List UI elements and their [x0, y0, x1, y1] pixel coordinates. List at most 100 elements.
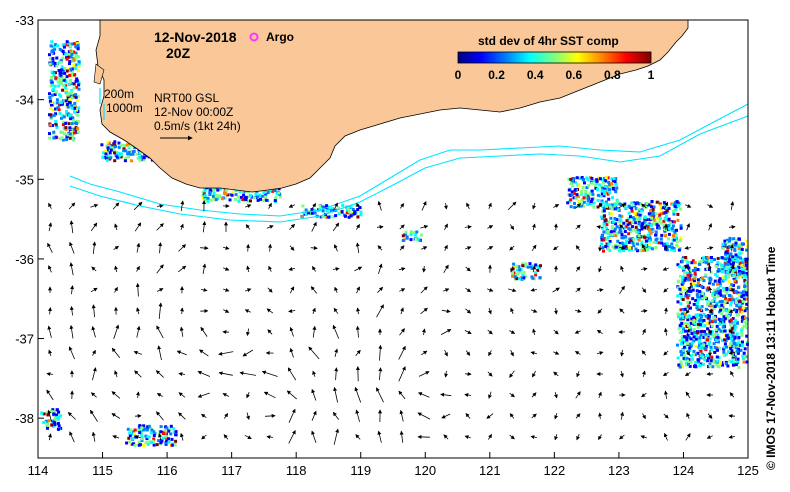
- current-vector-arrow: [509, 330, 516, 334]
- sst-cell: [100, 143, 104, 147]
- sst-cell: [710, 355, 714, 359]
- sst-cell: [717, 340, 720, 344]
- colorbar-tick-label: 1: [648, 68, 655, 82]
- sst-cell: [696, 358, 700, 362]
- sst-cell: [686, 296, 690, 300]
- sst-cell: [700, 296, 704, 300]
- sst-cell: [164, 434, 168, 438]
- sst-cell: [695, 293, 699, 297]
- sst-cell: [689, 319, 693, 323]
- current-vector-arrow: [618, 246, 626, 250]
- sst-cell: [692, 349, 696, 353]
- sst-cell: [104, 156, 108, 160]
- sst-cell: [214, 194, 218, 198]
- sst-cell: [720, 318, 724, 321]
- sst-cell: [697, 262, 701, 266]
- sst-cell: [238, 197, 242, 201]
- current-vector-arrow: [532, 370, 536, 378]
- sst-cell: [76, 94, 80, 98]
- sst-cell: [725, 301, 729, 304]
- sst-cell: [72, 58, 76, 62]
- current-vector-arrow: [730, 201, 735, 211]
- sst-cell: [686, 359, 690, 363]
- sst-cell: [650, 247, 654, 251]
- sst-cell: [702, 279, 706, 283]
- sst-cell: [616, 208, 620, 212]
- sst-cell: [648, 239, 652, 243]
- current-vector-arrow: [222, 393, 230, 397]
- sst-cell: [649, 209, 653, 213]
- sst-cell: [59, 60, 63, 64]
- current-vector-arrow: [441, 413, 451, 419]
- sst-cell: [697, 360, 701, 364]
- sst-cell: [48, 96, 52, 99]
- sst-cell: [721, 270, 724, 273]
- sst-cell: [717, 356, 721, 359]
- sst-cell: [732, 283, 735, 287]
- sst-cell: [720, 312, 724, 316]
- sst-cell: [693, 272, 697, 276]
- sst-cell: [662, 242, 666, 246]
- sst-cell: [131, 432, 135, 436]
- sst-cell: [50, 93, 54, 97]
- sst-cell: [586, 194, 590, 198]
- current-vector-arrow: [531, 244, 537, 252]
- sst-cell: [709, 301, 713, 305]
- sst-cell: [655, 200, 659, 204]
- sst-cell: [612, 207, 616, 211]
- sst-cell: [48, 53, 51, 57]
- sst-cell: [602, 209, 606, 213]
- sst-cell: [736, 357, 740, 361]
- sst-cell: [321, 215, 325, 219]
- sst-cell: [710, 256, 713, 259]
- sst-cell: [684, 256, 688, 259]
- current-vector-arrow: [218, 371, 233, 376]
- current-vector-arrow: [356, 202, 360, 209]
- sst-cell: [679, 224, 683, 228]
- sst-cell: [637, 232, 641, 236]
- sst-cell: [359, 210, 363, 214]
- sst-cell: [732, 259, 736, 263]
- sst-cell: [738, 307, 742, 311]
- sst-cell: [117, 145, 121, 149]
- current-vector-arrow: [90, 392, 97, 398]
- sst-cell: [353, 211, 357, 215]
- current-vectors: [46, 200, 736, 445]
- current-vector-arrow: [245, 288, 252, 293]
- sst-cell: [583, 181, 586, 185]
- sst-cell: [725, 313, 729, 317]
- sst-cell: [726, 350, 730, 354]
- sst-cell: [579, 191, 583, 195]
- sst-cell: [62, 120, 65, 124]
- current-vector-arrow: [310, 286, 318, 294]
- current-vector-arrow: [619, 224, 625, 230]
- sst-cell: [702, 343, 706, 347]
- sst-cell: [638, 249, 642, 253]
- current-vector-arrow: [158, 242, 163, 254]
- sst-cell: [74, 93, 78, 97]
- current-vector-arrow: [223, 309, 230, 313]
- sst-cell: [70, 104, 74, 108]
- current-vector-arrow: [684, 371, 691, 377]
- sst-cell: [683, 354, 686, 358]
- sst-cell: [633, 216, 637, 220]
- sst-cell: [170, 437, 174, 441]
- sst-cell: [706, 267, 710, 271]
- sst-cell: [604, 226, 608, 230]
- current-vector-arrow: [662, 371, 669, 377]
- sst-cell: [585, 176, 589, 180]
- current-vector-arrow: [156, 325, 164, 339]
- current-vector-arrow: [707, 204, 714, 208]
- sst-cell: [670, 202, 674, 206]
- current-vector-arrow: [289, 245, 295, 251]
- sst-cell: [745, 293, 749, 297]
- sst-cell: [680, 278, 684, 282]
- sst-cell: [698, 347, 702, 350]
- sst-cell: [233, 197, 237, 201]
- sst-cell: [645, 202, 649, 205]
- sst-cell: [717, 365, 721, 369]
- sst-cell: [48, 136, 52, 140]
- sst-cell: [725, 256, 729, 260]
- sst-cell: [70, 73, 74, 76]
- sst-cell: [618, 244, 622, 247]
